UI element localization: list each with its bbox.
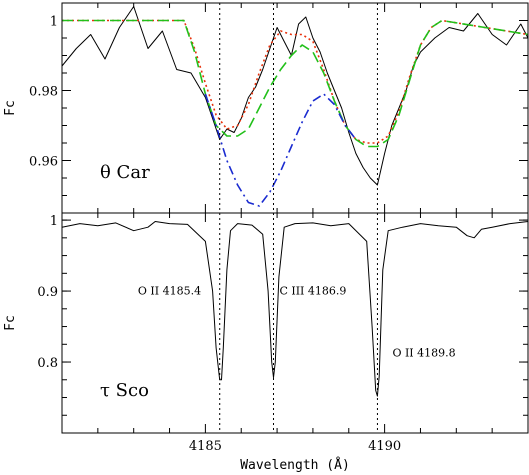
- y-tick-label: 0.96: [29, 155, 58, 170]
- top-panel-star-label: θ Car: [100, 162, 150, 183]
- bottom-y-axis-label: Fc: [3, 315, 18, 331]
- observed-spectrum-line: [61, 6, 529, 186]
- model-line-1: [62, 19, 529, 144]
- y-tick-label: 1: [50, 214, 58, 229]
- panel-frames: [61, 2, 529, 434]
- line-annotation: O II 4185.4: [138, 285, 201, 298]
- bottom-panel-frame: [61, 212, 529, 434]
- observed-spectrum-line: [61, 221, 529, 397]
- x-tick-label: 4185: [189, 439, 222, 454]
- y-tick-label: 0.8: [37, 356, 58, 371]
- top-panel: 0.96 0.98 1: [29, 2, 529, 214]
- model-line-2: [62, 19, 529, 148]
- x-axis-label: Wavelength (Å): [240, 457, 350, 473]
- bottom-panel-star-label: τ Sco: [100, 380, 149, 401]
- line-annotation: C III 4186.9: [279, 285, 346, 298]
- line-markers: [219, 3, 378, 433]
- line-annotation: O II 4189.8: [392, 346, 455, 359]
- y-tick-label: 0.98: [29, 85, 58, 100]
- x-tick-label: 4190: [368, 439, 401, 454]
- top-y-axis-label: Fc: [3, 100, 18, 116]
- model-line-3: [204, 93, 357, 207]
- y-tick-label: 1: [50, 15, 58, 30]
- y-tick-label: 0.9: [37, 285, 58, 300]
- bottom-panel: 0.8 0.9 1 4185 4190 O II 4185.4 C III 4186.9 O …: [37, 213, 529, 454]
